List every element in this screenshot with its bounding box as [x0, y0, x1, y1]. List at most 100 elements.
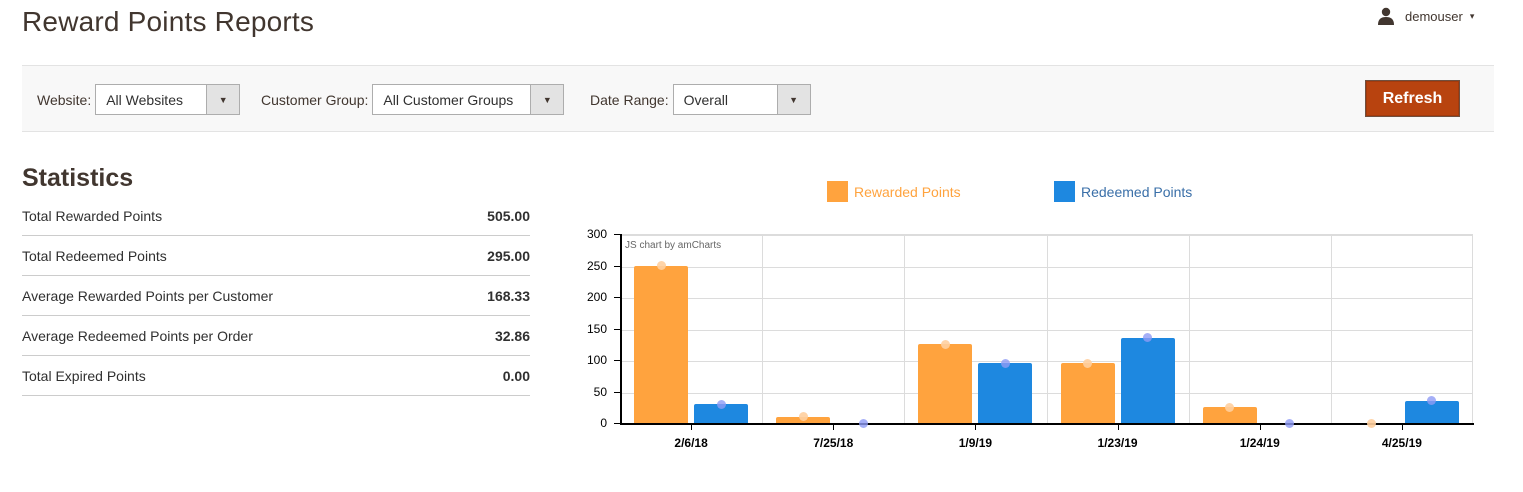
stat-value: 32.86	[494, 327, 530, 344]
grid-line	[620, 266, 1472, 268]
stat-value: 168.33	[487, 287, 530, 304]
date-range-filter: Date Range: Overall ▼	[590, 84, 811, 115]
legend-swatch-rewarded	[827, 181, 848, 202]
grid-line	[762, 235, 764, 423]
legend-item-rewarded[interactable]: Rewarded Points	[827, 181, 961, 202]
grid-line	[620, 361, 1472, 362]
refresh-button[interactable]: Refresh	[1365, 80, 1460, 117]
data-point-marker	[1285, 418, 1295, 428]
x-tick-label: 1/23/19	[1097, 436, 1138, 450]
data-point-marker	[1000, 358, 1010, 368]
x-axis	[620, 423, 1474, 425]
y-tick-mark	[614, 234, 620, 235]
chevron-down-icon: ▼	[776, 85, 810, 114]
legend-item-redeemed[interactable]: Redeemed Points	[1054, 181, 1192, 202]
website-value: All Websites	[106, 91, 183, 108]
chevron-down-icon: ▼	[530, 85, 564, 114]
grid-line	[620, 392, 1472, 394]
data-point-marker	[656, 261, 666, 270]
x-tick-label: 1/9/19	[958, 436, 993, 450]
y-tick-label: 0	[600, 416, 607, 430]
statistics-title: Statistics	[22, 164, 134, 192]
date-range-select[interactable]: Overall ▼	[672, 84, 811, 115]
stat-value: 505.00	[487, 207, 530, 224]
customer-group-filter: Customer Group: All Customer Groups ▼	[261, 84, 565, 115]
y-tick-label: 100	[586, 353, 607, 367]
y-tick-mark	[614, 360, 620, 361]
bar-rewarded[interactable]	[1060, 363, 1115, 423]
stat-row: Total Rewarded Points 505.00	[22, 196, 530, 236]
chevron-down-icon: ▾	[1469, 10, 1475, 21]
grid-line	[620, 298, 1472, 299]
data-point-marker	[1083, 358, 1093, 368]
data-point-marker	[798, 412, 808, 422]
x-tick-label: 2/6/18	[674, 436, 708, 450]
stat-label: Total Expired Points	[22, 367, 146, 384]
customer-group-label: Customer Group:	[261, 91, 369, 108]
y-tick-mark	[614, 297, 620, 298]
grid-line	[620, 235, 1472, 236]
customer-group-value: All Customer Groups	[383, 91, 514, 108]
data-point-marker	[716, 399, 726, 409]
data-point-marker	[858, 418, 868, 428]
stat-label: Average Redeemed Points per Order	[22, 327, 253, 344]
data-point-marker	[1427, 396, 1437, 406]
data-point-marker	[1225, 402, 1235, 412]
website-select[interactable]: All Websites ▼	[95, 84, 241, 115]
y-tick-label: 200	[586, 290, 607, 304]
y-tick-label: 300	[586, 227, 607, 241]
y-tick-label: 150	[586, 321, 607, 336]
data-point-marker	[1143, 333, 1153, 343]
legend-swatch-redeemed	[1054, 181, 1075, 202]
data-point-marker	[940, 339, 950, 349]
legend-label-rewarded: Rewarded Points	[854, 183, 961, 200]
customer-group-select[interactable]: All Customer Groups ▼	[372, 84, 565, 115]
stat-row: Total Redeemed Points 295.00	[22, 236, 530, 276]
stat-value: 295.00	[487, 247, 530, 264]
user-icon	[1378, 7, 1394, 25]
x-tick-mark	[975, 424, 977, 430]
legend-label-redeemed: Redeemed Points	[1081, 183, 1193, 200]
filter-bar: Website: All Websites ▼ Customer Group: …	[22, 65, 1494, 132]
grid-line	[1188, 235, 1190, 423]
website-label: Website:	[37, 91, 92, 108]
y-tick-mark	[614, 423, 620, 424]
stat-value: 0.00	[502, 367, 530, 384]
stat-label: Total Redeemed Points	[22, 247, 167, 264]
page-title: Reward Points Reports	[22, 6, 315, 37]
stat-row: Average Redeemed Points per Order 32.86	[22, 316, 530, 356]
bar-redeemed[interactable]	[978, 363, 1033, 423]
grid-line	[904, 235, 906, 423]
x-tick-mark	[1117, 424, 1119, 430]
data-point-marker	[1367, 418, 1377, 428]
y-tick-label: 250	[586, 258, 607, 273]
user-menu[interactable]: demouser ▾	[1377, 7, 1474, 25]
y-tick-mark	[614, 265, 620, 267]
bar-rewarded[interactable]	[1202, 407, 1257, 423]
bar-redeemed[interactable]	[694, 404, 749, 423]
stat-label: Total Rewarded Points	[22, 207, 163, 224]
chart-plot-area	[620, 234, 1473, 423]
y-tick-mark	[614, 328, 620, 330]
username: demouser	[1405, 8, 1463, 24]
stat-label: Average Rewarded Points per Customer	[22, 287, 274, 304]
x-tick-mark	[691, 424, 693, 430]
x-tick-mark	[1401, 424, 1403, 430]
y-axis	[620, 234, 622, 424]
bar-redeemed[interactable]	[1404, 400, 1459, 423]
bar-rewarded[interactable]	[634, 265, 689, 423]
grid-line	[620, 329, 1472, 331]
y-tick-mark	[614, 391, 620, 393]
bar-redeemed[interactable]	[1120, 337, 1175, 423]
x-tick-mark	[1259, 424, 1261, 430]
stat-row: Average Rewarded Points per Customer 168…	[22, 276, 530, 316]
chart-credit-link[interactable]: JS chart by amCharts	[625, 240, 722, 251]
date-range-label: Date Range:	[590, 91, 669, 108]
x-tick-label: 7/25/18	[813, 436, 854, 450]
date-range-value: Overall	[683, 91, 728, 108]
stat-row: Total Expired Points 0.00	[22, 356, 530, 396]
grid-line	[1046, 235, 1048, 423]
chevron-down-icon: ▼	[206, 85, 240, 114]
bar-rewarded[interactable]	[918, 344, 973, 423]
x-tick-label: 4/25/19	[1381, 436, 1422, 450]
